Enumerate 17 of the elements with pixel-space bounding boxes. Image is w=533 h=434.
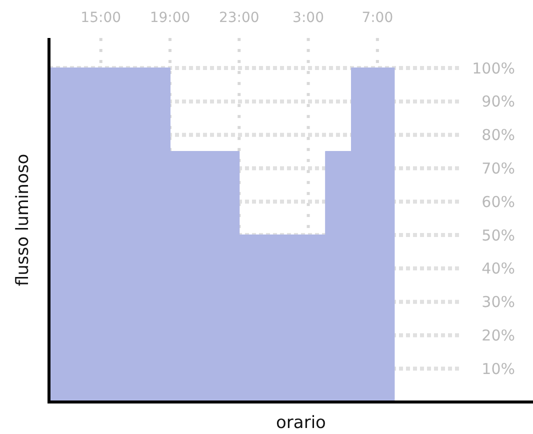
y-tick-label: 20%: [482, 326, 515, 344]
x-tick-label: 3:00: [292, 10, 324, 26]
y-tick-label: 30%: [482, 293, 515, 312]
x-tick-label: 7:00: [362, 10, 394, 26]
y-tick-label: 50%: [482, 226, 515, 244]
y-tick-label: 60%: [482, 192, 515, 211]
y-axis-title: flusso luminoso: [13, 154, 33, 286]
y-tick-label: 90%: [482, 92, 515, 111]
y-tick-label: 80%: [482, 126, 515, 144]
y-tick-label: 40%: [482, 260, 515, 278]
x-tick-label: 19:00: [150, 10, 190, 26]
x-tick-label: 23:00: [218, 10, 260, 26]
y-tick-label: 70%: [482, 159, 515, 178]
x-tick-label: 15:00: [80, 10, 122, 26]
x-axis-title: orario: [276, 413, 326, 433]
y-tick-label: 10%: [482, 360, 515, 378]
y-tick-label: 100%: [472, 59, 515, 78]
